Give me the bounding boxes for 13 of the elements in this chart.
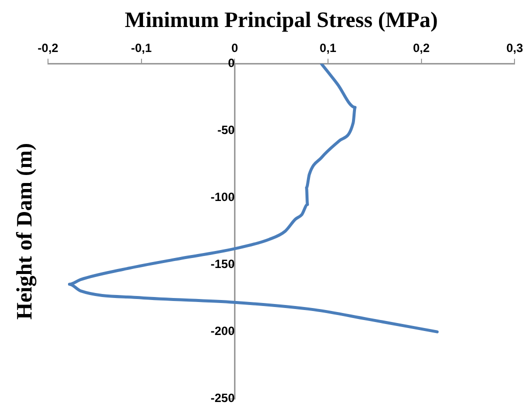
y-tick-label: -200: [210, 324, 235, 338]
y-tick-label: 0: [228, 56, 235, 70]
y-tick-label: -100: [210, 190, 235, 204]
y-tick-label: -50: [217, 123, 235, 138]
y-axis-title: Height of Dam (m): [12, 143, 37, 320]
x-tick-label: -0,2: [38, 40, 59, 55]
y-tick-label: -250: [210, 391, 235, 406]
x-tick-label: 0,1: [320, 40, 337, 55]
y-tick-label: -150: [210, 257, 235, 272]
x-tick-label: 0,2: [412, 40, 430, 55]
x-axis-title: Minimum Principal Stress (MPa): [124, 6, 438, 32]
x-tick-label: -0,1: [130, 40, 152, 55]
x-tick-label: 0,3: [506, 40, 524, 55]
